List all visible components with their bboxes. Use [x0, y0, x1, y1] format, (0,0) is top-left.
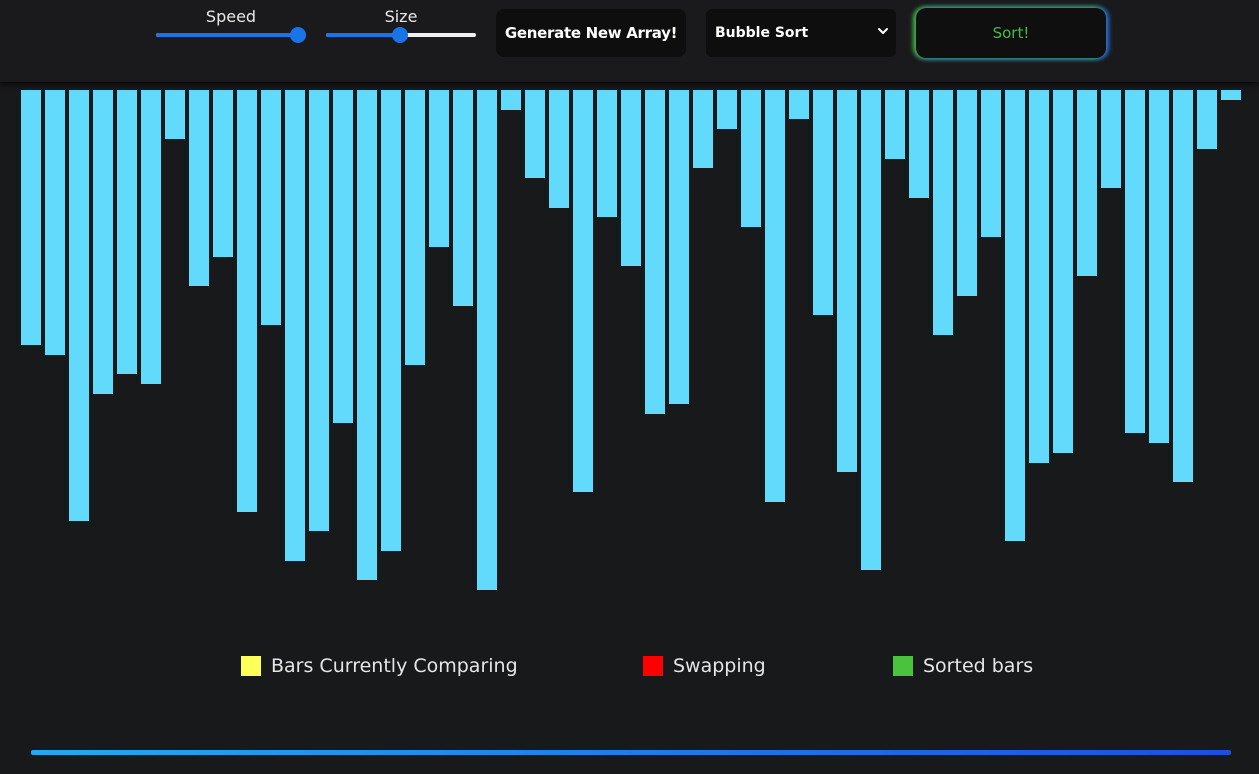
array-bar — [981, 90, 1001, 237]
array-bar — [69, 90, 89, 521]
legend-comparing: Bars Currently Comparing — [241, 655, 518, 677]
array-bar — [693, 90, 713, 168]
array-bar — [645, 90, 665, 414]
array-bar — [525, 90, 545, 178]
size-slider-thumb[interactable] — [391, 27, 408, 43]
array-bar — [141, 90, 161, 384]
algorithm-select[interactable]: Bubble Sort — [706, 9, 896, 57]
array-bar — [837, 90, 857, 472]
legend-comparing-label: Bars Currently Comparing — [271, 655, 518, 677]
array-bar — [621, 90, 641, 266]
array-bar — [477, 90, 497, 590]
array-bar — [789, 90, 809, 119]
array-bar — [861, 90, 881, 570]
array-bar — [237, 90, 257, 512]
legend-swapping-swatch — [643, 656, 663, 676]
array-bar — [909, 90, 929, 198]
array-bar — [1125, 90, 1145, 433]
array-bar — [1053, 90, 1073, 453]
chevron-down-icon — [878, 28, 888, 34]
speed-slider-fill — [156, 33, 306, 37]
array-bar — [285, 90, 305, 561]
bars-container — [21, 90, 1241, 590]
array-bar — [549, 90, 569, 208]
array-bar — [429, 90, 449, 247]
progress-line — [31, 750, 1231, 755]
array-bar — [21, 90, 41, 345]
array-bar — [1221, 90, 1241, 100]
array-bar — [117, 90, 137, 374]
array-bar — [933, 90, 953, 335]
array-bar — [309, 90, 329, 531]
array-bar — [453, 90, 473, 306]
array-bar — [597, 90, 617, 217]
array-bar — [1077, 90, 1097, 276]
array-bar — [93, 90, 113, 394]
generate-array-button[interactable]: Generate New Array! — [496, 9, 686, 57]
array-bar — [213, 90, 233, 257]
speed-slider[interactable] — [156, 27, 306, 43]
speed-slider-thumb[interactable] — [290, 27, 306, 43]
array-bar — [189, 90, 209, 286]
array-bar — [1101, 90, 1121, 188]
legend-swapping: Swapping — [643, 655, 766, 677]
array-bar — [165, 90, 185, 139]
legend-comparing-swatch — [241, 656, 261, 676]
array-bar — [885, 90, 905, 159]
array-bar — [1173, 90, 1193, 482]
array-bar — [1005, 90, 1025, 541]
array-bar — [741, 90, 761, 227]
array-bar — [357, 90, 377, 580]
array-bar — [45, 90, 65, 355]
array-bar — [501, 90, 521, 110]
speed-label: Speed — [205, 7, 257, 26]
array-bar — [333, 90, 353, 423]
array-bar — [1149, 90, 1169, 443]
size-slider-fill — [326, 33, 400, 37]
legend-sorted-label: Sorted bars — [923, 655, 1034, 677]
size-label: Size — [384, 7, 418, 26]
speed-control: Speed — [156, 6, 306, 43]
size-slider[interactable] — [326, 27, 476, 43]
array-bar — [813, 90, 833, 315]
legend-swapping-label: Swapping — [673, 655, 766, 677]
legend-sorted: Sorted bars — [893, 655, 1033, 677]
size-control: Size — [326, 6, 476, 43]
array-bar — [1197, 90, 1217, 149]
array-bar — [957, 90, 977, 296]
array-bar — [765, 90, 785, 502]
legend-sorted-swatch — [893, 656, 913, 676]
array-bar — [573, 90, 593, 492]
array-bar — [381, 90, 401, 551]
array-bar — [669, 90, 689, 404]
array-bar — [1029, 90, 1049, 463]
array-bar — [261, 90, 281, 325]
top-toolbar: Speed Size Generate New Array! Bubble So… — [0, 0, 1259, 82]
array-bar — [405, 90, 425, 365]
algorithm-selected-label: Bubble Sort — [715, 25, 809, 41]
array-bar — [717, 90, 737, 129]
sort-button[interactable]: Sort! — [916, 8, 1106, 58]
